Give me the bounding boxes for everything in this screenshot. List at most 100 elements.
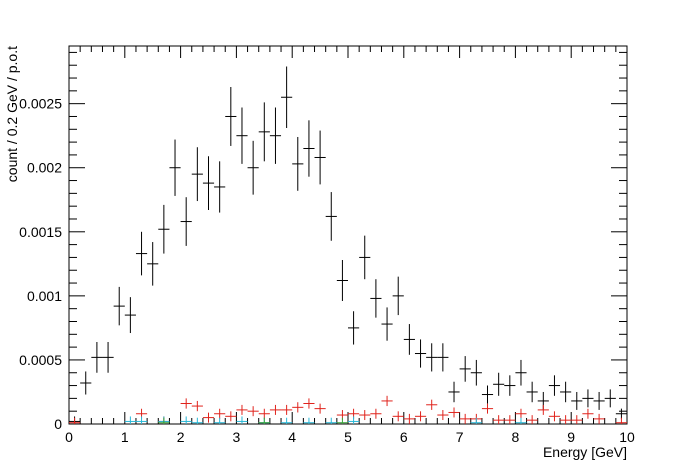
data-point [225, 87, 237, 146]
tick-labels: 0 1 2 3 4 5 6 7 8 9 10 0 0.0005 0.001 0.0015 0.002 0.002… [19, 96, 635, 445]
x-tick-label: 2 [177, 429, 185, 445]
data-point [281, 404, 293, 415]
plot-frame [68, 45, 628, 425]
data-point [236, 404, 248, 415]
x-tick-label: 5 [344, 429, 352, 445]
data-point [135, 231, 148, 276]
data-point [124, 416, 136, 424]
data-point [214, 417, 226, 424]
data-point [515, 359, 527, 386]
x-tick-label: 6 [400, 429, 408, 445]
data-point [292, 402, 304, 413]
data-point [169, 139, 181, 196]
data-point [135, 416, 148, 424]
data-markers [69, 66, 627, 424]
series-markers [158, 417, 348, 424]
data-point [225, 411, 237, 422]
axis-ticks [68, 46, 628, 425]
data-point [370, 408, 382, 419]
data-point [537, 404, 549, 415]
data-point [281, 66, 293, 129]
data-point [437, 410, 449, 421]
data-point [582, 408, 594, 419]
data-point [381, 395, 393, 407]
data-point [481, 385, 494, 404]
data-point [258, 417, 270, 424]
data-point [515, 408, 527, 419]
x-tick-label: 7 [456, 429, 464, 445]
data-point [180, 416, 192, 424]
data-point [426, 343, 438, 372]
data-point [615, 417, 627, 424]
data-point [269, 107, 282, 164]
data-point [113, 286, 125, 326]
data-point [560, 381, 572, 403]
data-point [593, 413, 605, 424]
x-tick-label: 1 [121, 429, 129, 445]
data-point [158, 204, 170, 254]
series-markers [69, 395, 627, 424]
data-point [571, 391, 583, 410]
y-tick-label: 0.002 [27, 160, 62, 176]
data-point [348, 416, 360, 424]
data-point [348, 311, 360, 345]
data-point [236, 107, 248, 164]
data-point [269, 404, 282, 415]
data-point [124, 297, 136, 334]
data-point [247, 140, 259, 195]
data-point [426, 399, 438, 410]
data-point [493, 415, 505, 424]
data-point [560, 415, 572, 424]
data-point [158, 417, 170, 424]
data-point [615, 408, 627, 419]
data-point [314, 403, 326, 414]
data-point [481, 403, 494, 414]
data-point [437, 343, 449, 372]
data-point [180, 398, 192, 409]
data-point [392, 411, 404, 422]
data-point [359, 235, 371, 280]
data-point [548, 411, 561, 422]
data-point [403, 324, 415, 355]
data-point [247, 406, 259, 417]
y-axis-label: count / 0.2 GeV / p.o.t [4, 46, 20, 182]
data-point [69, 417, 81, 424]
data-point [325, 417, 337, 424]
data-point [470, 417, 482, 424]
data-point [214, 161, 226, 213]
data-point [604, 389, 616, 408]
data-point [303, 398, 315, 409]
data-point [80, 371, 92, 395]
data-point [526, 381, 538, 403]
data-point [392, 276, 404, 316]
x-tick-label: 3 [233, 429, 241, 445]
data-point [504, 415, 516, 424]
data-point [314, 130, 326, 185]
x-tick-label: 4 [288, 429, 296, 445]
data-point [381, 307, 393, 341]
data-point [526, 415, 538, 424]
series-markers [69, 66, 627, 424]
data-point [593, 391, 605, 410]
x-tick-label: 0 [65, 429, 73, 445]
data-point [236, 416, 248, 424]
data-point [515, 417, 527, 424]
y-tick-label: 0.0025 [19, 96, 62, 112]
data-point [191, 417, 203, 424]
data-point [359, 410, 371, 421]
data-point [448, 407, 460, 418]
data-point [459, 413, 471, 424]
data-point [102, 341, 114, 373]
x-tick-label: 10 [619, 429, 635, 445]
data-point [370, 279, 382, 318]
data-point [202, 156, 215, 211]
x-axis-label: Energy [GeV] [543, 444, 627, 460]
data-point [303, 417, 315, 424]
data-point [582, 389, 594, 408]
y-tick-label: 0.001 [27, 288, 62, 304]
data-point [336, 417, 348, 424]
data-point [191, 147, 203, 202]
data-point [258, 408, 270, 419]
data-point [459, 356, 471, 382]
